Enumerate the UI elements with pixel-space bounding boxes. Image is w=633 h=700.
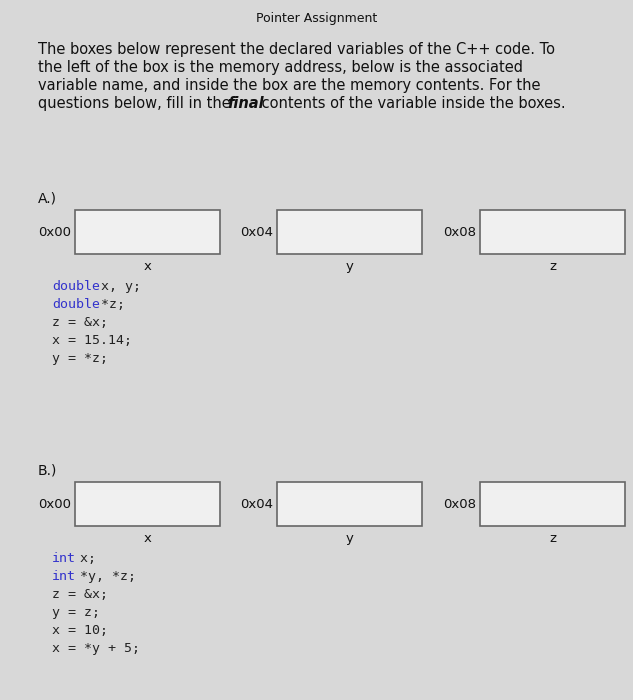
Text: contents of the variable inside the boxes.: contents of the variable inside the boxe… [256,96,565,111]
Bar [75,210,220,254]
Text: int: int [52,570,76,583]
Text: z = &x;: z = &x; [52,316,108,329]
Text: x: x [144,532,152,545]
Text: the left of the box is the memory address, below is the associated: the left of the box is the memory addres… [38,60,523,75]
Text: final: final [227,96,264,111]
Text: int: int [52,552,76,565]
Text: 0x04: 0x04 [240,498,273,510]
Text: questions below, fill in the: questions below, fill in the [38,96,235,111]
Text: y = z;: y = z; [52,606,100,619]
Text: double: double [52,298,100,311]
Bar [480,482,625,526]
Text: Pointer Assignment: Pointer Assignment [256,12,377,25]
Bar [277,210,422,254]
Text: The boxes below represent the declared variables of the C++ code. To: The boxes below represent the declared v… [38,42,555,57]
Text: x;: x; [72,552,96,565]
Bar [277,482,422,526]
Text: z: z [549,532,556,545]
Text: 0x04: 0x04 [240,225,273,239]
Text: x = 15.14;: x = 15.14; [52,334,132,347]
Text: 0x00: 0x00 [38,498,71,510]
Text: double: double [52,280,100,293]
Text: z: z [549,260,556,273]
Text: y = *z;: y = *z; [52,352,108,365]
Text: 0x00: 0x00 [38,225,71,239]
Text: x = 10;: x = 10; [52,624,108,637]
Text: z = &x;: z = &x; [52,588,108,601]
Text: *z;: *z; [93,298,125,311]
Text: *y, *z;: *y, *z; [72,570,136,583]
Text: A.): A.) [38,192,57,206]
Text: x: x [144,260,152,273]
Text: x, y;: x, y; [93,280,141,293]
Text: 0x08: 0x08 [443,498,476,510]
Text: variable name, and inside the box are the memory contents. For the: variable name, and inside the box are th… [38,78,541,93]
Text: x = *y + 5;: x = *y + 5; [52,642,140,655]
Text: y: y [346,532,354,545]
Text: B.): B.) [38,464,58,478]
Text: 0x08: 0x08 [443,225,476,239]
Text: y: y [346,260,354,273]
Bar [480,210,625,254]
Bar [75,482,220,526]
